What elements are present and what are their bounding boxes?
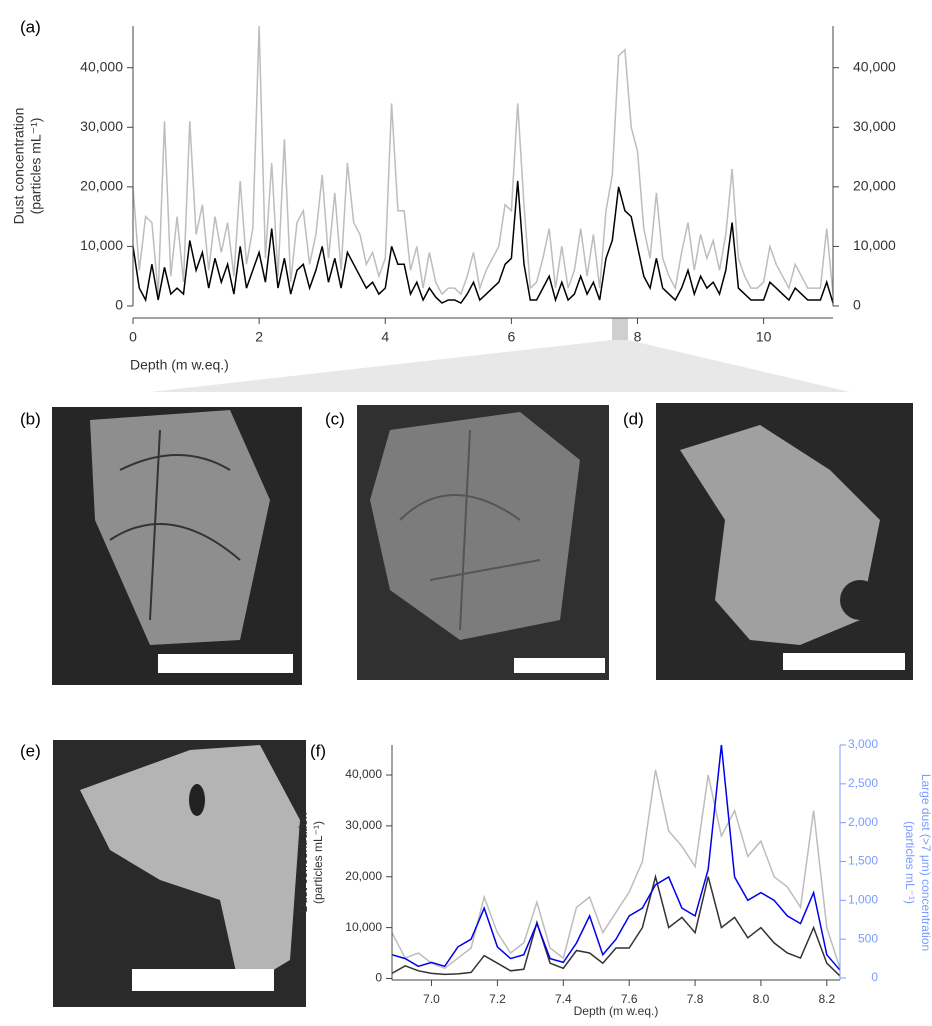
chart: (f) 7.0 7.2 7.4 7.6 7.8 8.0 8.2 Depth (m w.eq.) 0… — [296, 737, 932, 1018]
y-tick-label: 30,000 — [345, 818, 382, 832]
panel-label: (e) — [20, 741, 41, 760]
y-axis-label: Dust concentration — [11, 108, 27, 225]
sem-image-d — [656, 403, 913, 680]
sem-image-e — [53, 740, 306, 1007]
y-axis-label: Dust concentration — [296, 812, 310, 912]
y-tick-label: 0 — [115, 297, 123, 313]
x-tick-label: 4 — [381, 329, 389, 345]
y-tick-label: 20,000 — [80, 178, 123, 194]
x-tick-label: 6 — [507, 329, 515, 345]
x-tick-label: 8.2 — [818, 992, 835, 1006]
y2-tick-label: 1,500 — [848, 854, 878, 868]
sem-image-c — [357, 405, 609, 680]
x-tick-label: 0 — [129, 329, 137, 345]
y-tick-label: 20,000 — [345, 869, 382, 883]
data-line — [391, 873, 841, 977]
x-tick-label: 7.8 — [687, 992, 704, 1006]
x-tick-label: 8.0 — [753, 992, 770, 1006]
y2-tick-label: 2,500 — [848, 776, 878, 790]
y2-tick-label: 1,000 — [848, 892, 878, 906]
chart-label: (f) — [310, 741, 326, 760]
y2-tick-label: 3,000 — [848, 737, 878, 751]
y2-axis-label: (particles mL⁻¹) — [903, 821, 917, 904]
x-tick-label: 10 — [756, 329, 772, 345]
data-line — [132, 180, 834, 304]
x-tick-label: 7.4 — [555, 992, 572, 1006]
panel-label: (b) — [20, 409, 41, 428]
panel-label: (d) — [623, 409, 644, 428]
zoom-wedge — [150, 340, 850, 392]
x-tick-label: 7.0 — [423, 992, 440, 1006]
y-tick-label-right: 10,000 — [853, 237, 896, 253]
x-tick-label: 8 — [634, 329, 642, 345]
y-tick-label: 10,000 — [80, 237, 123, 253]
y-tick-label: 40,000 — [345, 767, 382, 781]
x-axis-label: Depth (m w.eq.) — [574, 1004, 659, 1018]
chart-label: (a) — [20, 17, 41, 36]
data-line — [132, 25, 834, 296]
data-line — [391, 769, 841, 970]
y-axis-label: (particles mL⁻¹) — [311, 821, 325, 904]
data-line — [391, 744, 841, 971]
zoom-band — [612, 318, 628, 340]
sem-image-b — [52, 407, 302, 685]
y-tick-label: 0 — [375, 971, 382, 985]
y-tick-label-right: 40,000 — [853, 58, 896, 74]
y-tick-label: 40,000 — [80, 58, 123, 74]
y-tick-label: 30,000 — [80, 118, 123, 134]
y-tick-label-right: 30,000 — [853, 118, 896, 134]
x-axis-label: Depth (m w.eq.) — [130, 357, 229, 373]
x-tick-label: 7.6 — [621, 992, 638, 1006]
y2-tick-label: 0 — [871, 970, 878, 984]
y-tick-label-right: 0 — [853, 297, 861, 313]
y-axis-label: (particles mL⁻¹) — [28, 118, 44, 215]
x-tick-label: 7.2 — [489, 992, 506, 1006]
y2-tick-label: 2,000 — [848, 815, 878, 829]
panel-label: (c) — [325, 409, 345, 428]
y2-axis-label: Large dust (>7 μm) concentration — [919, 774, 932, 951]
y-tick-label-right: 20,000 — [853, 178, 896, 194]
y2-tick-label: 500 — [858, 931, 878, 945]
x-tick-label: 2 — [255, 329, 263, 345]
y-tick-label: 10,000 — [345, 920, 382, 934]
